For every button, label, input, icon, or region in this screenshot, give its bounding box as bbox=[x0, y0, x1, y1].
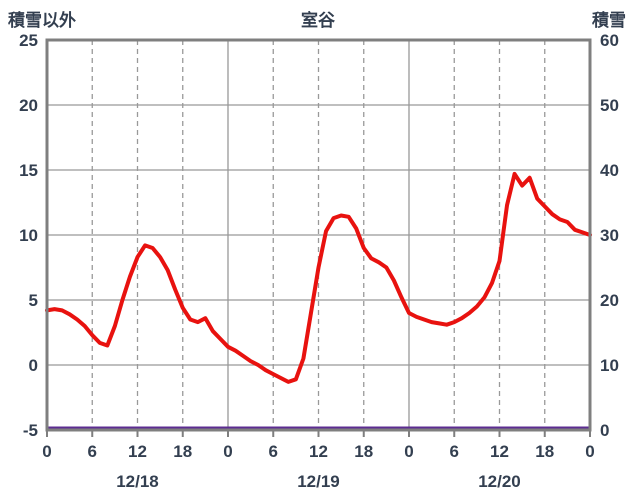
x-tick-label: 18 bbox=[173, 442, 192, 461]
right-axis-tick-label: 40 bbox=[600, 161, 619, 180]
date-label: 12/18 bbox=[116, 472, 159, 491]
right-axis-tick-label: 60 bbox=[600, 31, 619, 50]
right-axis-tick-label: 0 bbox=[600, 421, 609, 440]
x-tick-label: 6 bbox=[269, 442, 278, 461]
left-axis-tick-label: 25 bbox=[19, 31, 38, 50]
station-title: 室谷 bbox=[301, 11, 335, 30]
date-label: 12/20 bbox=[478, 472, 521, 491]
plot-border bbox=[45, 38, 592, 432]
right-axis-tick-label: 10 bbox=[600, 356, 619, 375]
x-tick-label: 0 bbox=[585, 442, 594, 461]
left-axis-tick-label: -5 bbox=[23, 421, 38, 440]
date-label: 12/19 bbox=[297, 472, 340, 491]
x-tick-label: 18 bbox=[354, 442, 373, 461]
right-axis-tick-label: 20 bbox=[600, 291, 619, 310]
left-axis-tick-label: 5 bbox=[29, 291, 38, 310]
x-tick-label: 0 bbox=[404, 442, 413, 461]
right-axis-title: 積雪 bbox=[592, 11, 626, 30]
right-axis-tick-label: 30 bbox=[600, 226, 619, 245]
x-tick-label: 0 bbox=[223, 442, 232, 461]
x-tick-label: 6 bbox=[88, 442, 97, 461]
x-tick-label: 12 bbox=[490, 442, 509, 461]
x-tick-label: 12 bbox=[309, 442, 328, 461]
x-tick-label: 6 bbox=[450, 442, 459, 461]
x-tick-label: 0 bbox=[42, 442, 51, 461]
temperature-line bbox=[45, 171, 592, 384]
left-axis-tick-label: 10 bbox=[19, 226, 38, 245]
x-tick-label: 18 bbox=[535, 442, 554, 461]
left-axis-title: 積雪以外 bbox=[8, 11, 76, 30]
x-tick-label: 12 bbox=[128, 442, 147, 461]
left-axis-tick-label: 0 bbox=[29, 356, 38, 375]
left-axis-tick-label: 20 bbox=[19, 96, 38, 115]
right-axis-tick-label: 50 bbox=[600, 96, 619, 115]
left-axis-tick-label: 15 bbox=[19, 161, 38, 180]
